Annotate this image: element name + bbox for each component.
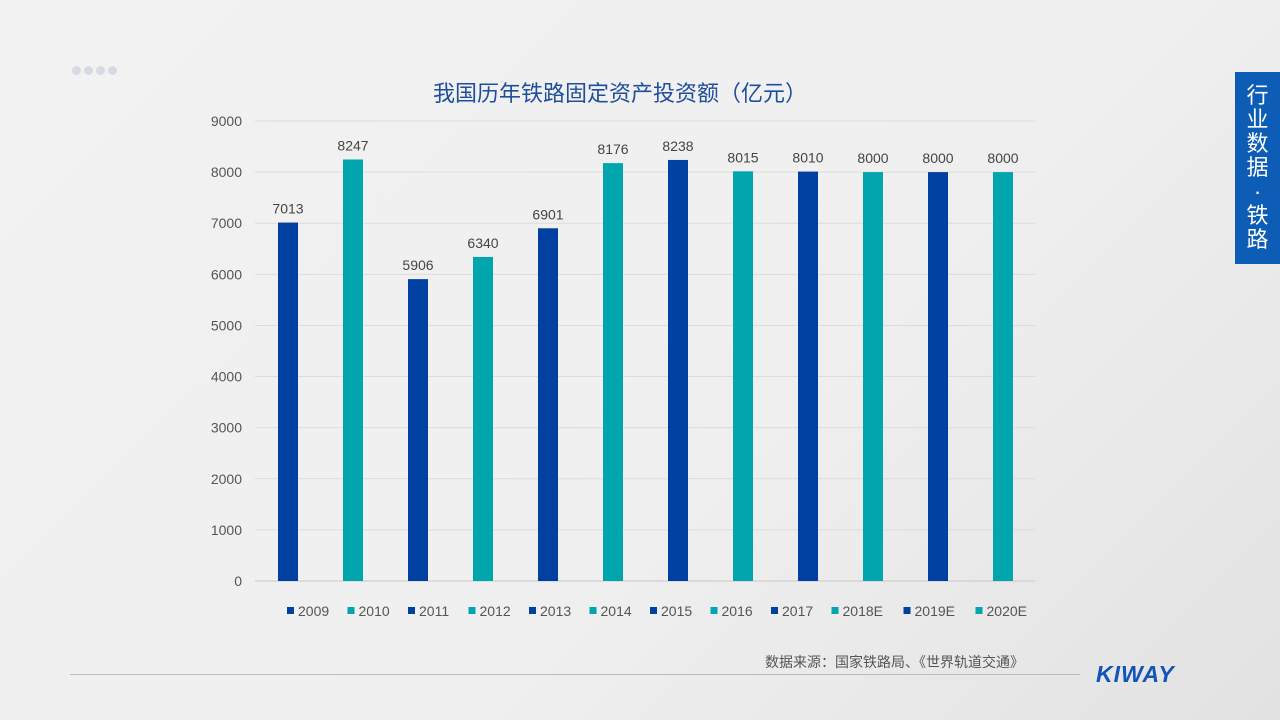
legend-marker xyxy=(287,607,294,614)
y-tick-label: 4000 xyxy=(211,369,242,385)
data-label: 8176 xyxy=(597,141,628,157)
decorative-dots xyxy=(72,66,117,75)
bar-2016 xyxy=(733,171,753,581)
data-label: 8010 xyxy=(792,150,823,166)
bar-2011 xyxy=(408,279,428,581)
bar-2010 xyxy=(343,159,363,581)
bar-2017 xyxy=(798,171,818,581)
bar-2019E xyxy=(928,172,948,581)
legend-marker xyxy=(650,607,657,614)
legend-label: 2009 xyxy=(298,603,329,619)
chart-title: 我国历年铁路固定资产投资额（亿元） xyxy=(432,81,807,106)
legend-marker xyxy=(347,607,355,614)
y-tick-label: 0 xyxy=(234,573,242,589)
bar-2014 xyxy=(603,163,623,582)
kiway-logo: KIWAY xyxy=(1096,661,1175,687)
legend-marker xyxy=(831,607,839,614)
legend-marker xyxy=(408,607,415,614)
legend-marker xyxy=(771,607,778,614)
data-label: 8015 xyxy=(727,149,758,165)
legend-marker xyxy=(589,607,597,614)
y-tick-label: 1000 xyxy=(211,522,242,538)
side-label: 行业数据·铁路 xyxy=(1235,72,1280,264)
y-tick-label: 9000 xyxy=(211,113,242,129)
bar-2015 xyxy=(668,159,688,582)
legend-marker xyxy=(710,607,718,614)
y-tick-label: 8000 xyxy=(211,164,242,180)
data-label: 6340 xyxy=(467,235,498,251)
legend-marker xyxy=(529,607,536,614)
data-label: 5906 xyxy=(402,257,433,273)
legend-label: 2013 xyxy=(540,603,571,619)
y-tick-label: 3000 xyxy=(211,420,242,436)
legend-label: 2019E xyxy=(915,603,955,619)
y-tick-label: 7000 xyxy=(211,215,242,231)
bar-2018E xyxy=(863,172,883,581)
y-tick-label: 5000 xyxy=(211,317,242,333)
bar-2012 xyxy=(473,256,493,581)
bar-2020E xyxy=(993,172,1013,581)
legend-label: 2010 xyxy=(359,603,390,619)
data-label: 8238 xyxy=(662,138,693,154)
legend-label: 2018E xyxy=(843,603,883,619)
data-label: 8000 xyxy=(987,150,1018,166)
data-label: 7013 xyxy=(272,201,303,217)
data-label: 6901 xyxy=(532,206,563,222)
legend-label: 2011 xyxy=(419,603,449,619)
legend-label: 2015 xyxy=(661,603,692,619)
legend-marker xyxy=(903,607,911,614)
data-label: 8000 xyxy=(922,150,953,166)
legend-label: 2012 xyxy=(480,603,511,619)
legend-label: 2016 xyxy=(722,603,753,619)
bar-2009 xyxy=(278,222,298,581)
source-note: 数据来源：国家铁路局、《世界轨道交通》 xyxy=(765,654,1024,670)
legend-marker xyxy=(975,607,983,614)
data-label: 8247 xyxy=(337,137,368,153)
y-tick-label: 6000 xyxy=(211,266,242,282)
legend-label: 2014 xyxy=(601,603,632,619)
bar-2013 xyxy=(538,228,558,581)
data-label: 8000 xyxy=(857,150,888,166)
legend-label: 2017 xyxy=(782,603,813,619)
legend-label: 2020E xyxy=(987,603,1027,619)
footer-divider xyxy=(70,674,1080,675)
legend-marker xyxy=(468,607,476,614)
y-tick-label: 2000 xyxy=(211,471,242,487)
